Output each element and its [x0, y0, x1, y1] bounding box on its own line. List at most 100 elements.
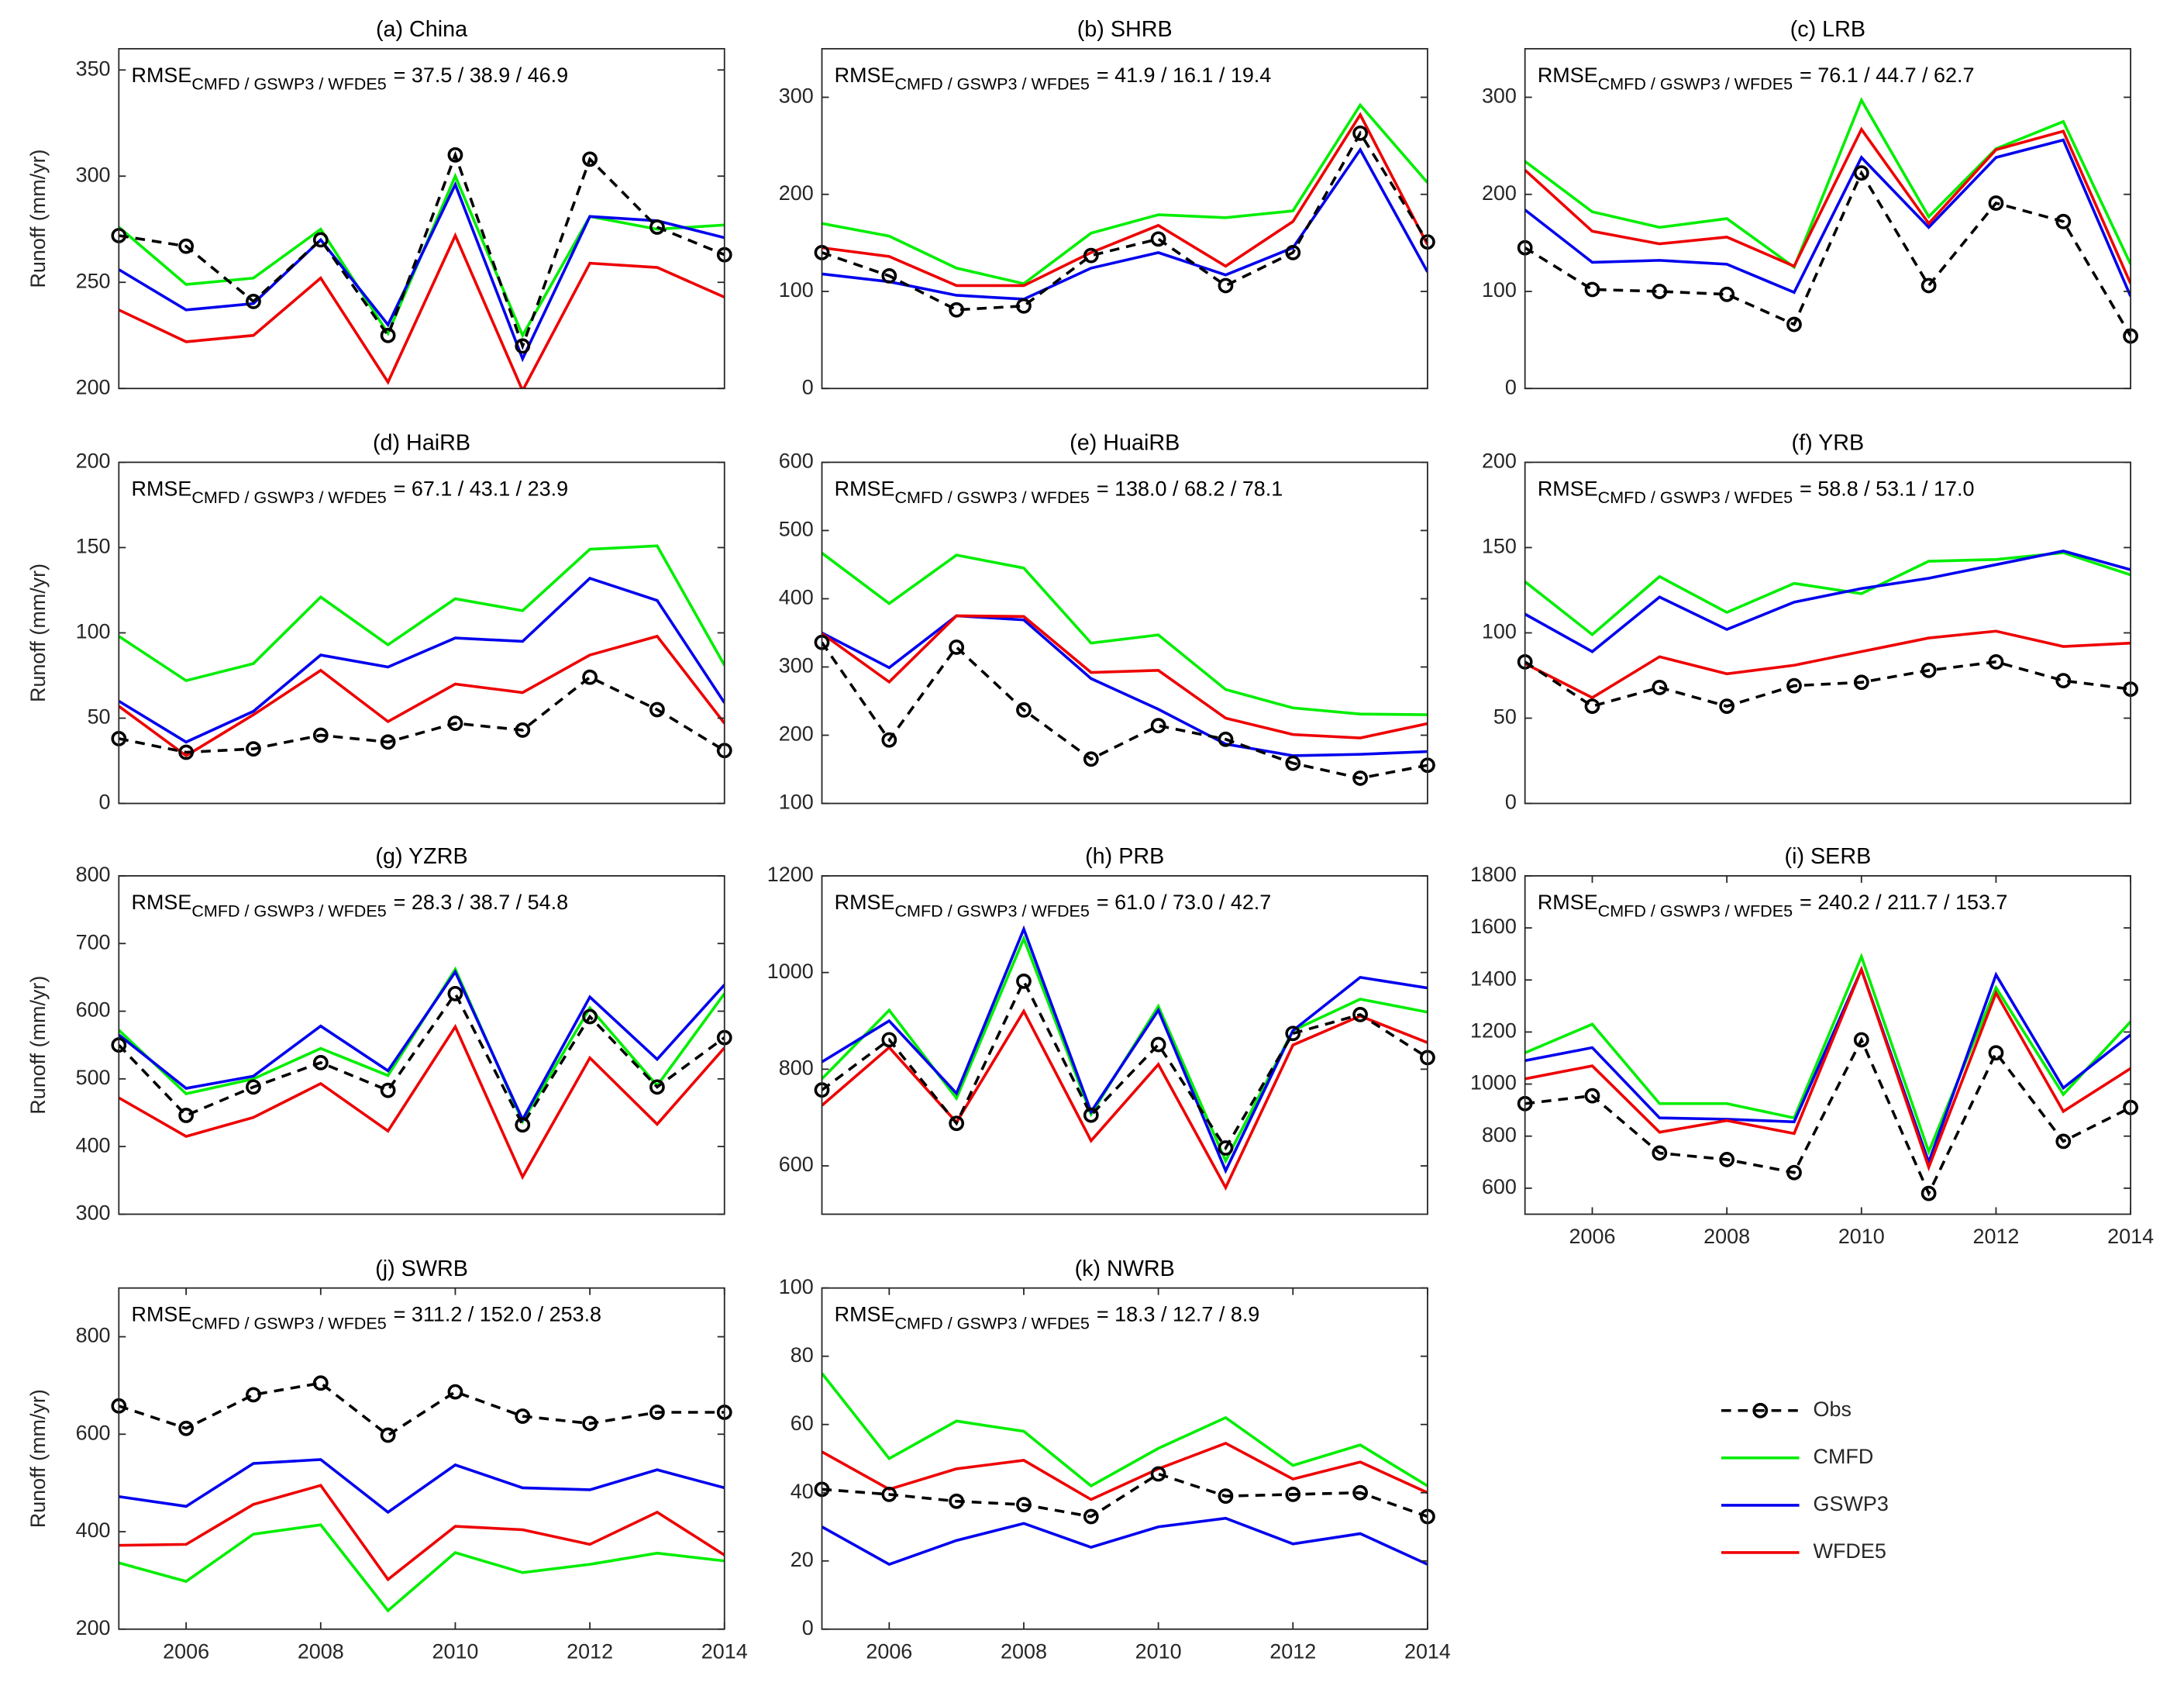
panel-title: (a) China	[376, 17, 467, 42]
marker	[515, 722, 531, 738]
series-line	[119, 232, 725, 389]
series-line	[119, 1023, 725, 1181]
annotation-main: RMSE	[1538, 64, 1598, 87]
annotation: RMSECMFD / GSWP3 / WFDE5 = 18.3 / 12.7 / …	[835, 1303, 1260, 1332]
marker	[246, 293, 261, 309]
annotation-main: RMSE	[131, 477, 191, 500]
marker	[1218, 277, 1234, 294]
y-tick-label: 200	[779, 181, 814, 205]
y-tick-label: 1000	[767, 960, 814, 983]
marker	[582, 1415, 598, 1432]
panel-title: (g) YZRB	[375, 844, 467, 869]
marker	[582, 151, 598, 167]
y-tick-label: 0	[99, 791, 111, 814]
annotation-text: = 138.0 / 68.2 / 78.1	[1097, 477, 1283, 500]
annotation-main: RMSE	[1538, 477, 1598, 500]
marker	[881, 732, 897, 748]
y-tick-label: 700	[76, 930, 111, 953]
marker	[178, 238, 195, 254]
marker	[1218, 731, 1234, 747]
annotation-text: = 67.1 / 43.1 / 23.9	[394, 477, 568, 500]
annotation: RMSECMFD / GSWP3 / WFDE5 = 138.0 / 68.2 /…	[835, 477, 1283, 506]
y-axis-label: Runoff (mm/yr)	[26, 1389, 50, 1528]
x-tick-label: 2008	[1703, 1225, 1750, 1248]
y-tick-label: 800	[779, 1056, 814, 1079]
y-tick-label: 0	[1505, 791, 1517, 814]
annotation-sub: CMFD / GSWP3 / WFDE5	[894, 901, 1089, 920]
series-line	[1524, 1036, 2131, 1197]
y-tick-label: 100	[76, 620, 111, 643]
marker	[246, 1387, 261, 1403]
marker	[1352, 770, 1368, 786]
annotation: RMSECMFD / GSWP3 / WFDE5 = 58.8 / 53.1 / …	[1538, 477, 1975, 506]
x-tick-label: 2012	[1269, 1639, 1316, 1663]
annotation-main: RMSE	[1538, 891, 1598, 914]
marker	[1150, 718, 1166, 734]
series-line	[822, 112, 1428, 288]
panel-title: (h) PRB	[1085, 844, 1164, 869]
y-tick-label: 800	[76, 1324, 111, 1347]
y-tick-label: 40	[791, 1480, 814, 1503]
marker	[178, 1108, 195, 1123]
y-tick-label: 300	[76, 163, 111, 186]
legend-label: WFDE5	[1814, 1539, 1886, 1563]
y-tick-label: 400	[76, 1518, 111, 1542]
y-tick-label: 80	[791, 1343, 814, 1367]
annotation: RMSECMFD / GSWP3 / WFDE5 = 67.1 / 43.1 / …	[131, 477, 568, 506]
series-line	[822, 102, 1428, 285]
series-line	[1524, 629, 2131, 700]
marker	[515, 1408, 531, 1424]
annotation: RMSECMFD / GSWP3 / WFDE5 = 76.1 / 44.7 / …	[1538, 64, 1975, 93]
marker	[1150, 1036, 1166, 1053]
marker	[246, 741, 261, 757]
axes-box	[821, 1287, 1428, 1630]
x-tick-label: 2014	[1404, 1639, 1451, 1663]
marker	[1584, 281, 1600, 298]
marker	[1988, 1045, 2004, 1061]
marker	[1083, 751, 1099, 767]
marker	[1719, 286, 1735, 302]
y-tick-label: 0	[1505, 375, 1517, 398]
marker	[881, 268, 897, 284]
x-tick-label: 2008	[1001, 1639, 1047, 1663]
y-tick-label: 600	[76, 1421, 111, 1444]
marker	[1786, 316, 1802, 333]
annotation: RMSECMFD / GSWP3 / WFDE5 = 41.9 / 16.1 / …	[835, 64, 1272, 93]
annotation-sub: CMFD / GSWP3 / WFDE5	[894, 1313, 1089, 1332]
annotation-text: = 41.9 / 16.1 / 19.4	[1097, 64, 1271, 87]
y-tick-label: 600	[76, 998, 111, 1022]
marker	[1285, 1487, 1301, 1502]
series-line	[1524, 97, 2131, 270]
marker	[515, 1117, 531, 1133]
x-tick-label: 2006	[866, 1639, 912, 1663]
marker	[380, 734, 396, 750]
series-line	[1524, 126, 2131, 284]
annotation-sub: CMFD / GSWP3 / WFDE5	[191, 488, 386, 507]
marker	[1352, 125, 1368, 141]
marker	[1083, 247, 1099, 264]
series-line	[822, 1472, 1428, 1518]
series-line	[119, 1381, 725, 1437]
y-tick-label: 100	[779, 791, 814, 814]
marker	[1285, 244, 1301, 260]
marker	[515, 338, 531, 354]
annotation-text: = 240.2 / 211.7 / 153.7	[1800, 891, 2007, 914]
series-line	[822, 1516, 1428, 1567]
series-line	[822, 925, 1428, 1174]
axes-box	[118, 1287, 725, 1630]
series-line	[119, 576, 725, 744]
marker	[312, 1375, 329, 1391]
series-line	[119, 1458, 725, 1515]
series-line	[822, 1008, 1428, 1191]
series-line	[822, 1372, 1428, 1488]
axes-box	[1524, 875, 2132, 1215]
marker	[1719, 698, 1735, 714]
x-tick-label: 2010	[1838, 1225, 1885, 1248]
y-axis-label: Runoff (mm/yr)	[26, 564, 50, 702]
marker	[178, 1420, 195, 1436]
y-tick-label: 60	[791, 1412, 814, 1435]
y-tick-label: 1600	[1470, 915, 1517, 938]
series-line	[822, 935, 1428, 1165]
